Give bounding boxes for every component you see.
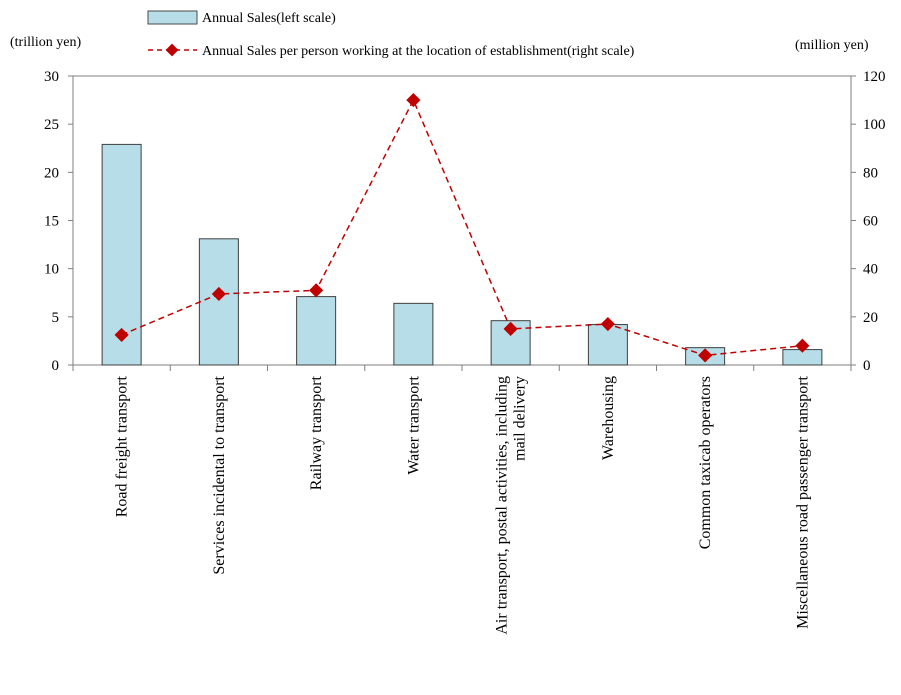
y-left-tick-label: 10 <box>44 262 59 278</box>
bar <box>198 238 239 366</box>
plot-area: 0 5 10 15 20 25 30 0 20 40 60 80 100 120 Road freight … <box>44 69 886 635</box>
y-right-tick-label: 120 <box>863 69 886 85</box>
y-right-tick-label: 40 <box>863 262 878 278</box>
line-point <box>698 348 713 363</box>
line-point <box>503 321 518 336</box>
y-axis-right-title: (million yen) <box>795 38 869 53</box>
x-tick-label: Miscellaneous road passenger transport <box>794 375 811 628</box>
legend-line-label: Annual Sales per person working at the l… <box>202 44 635 59</box>
legend-bar-swatch <box>147 10 198 25</box>
plot-frame <box>72 75 852 366</box>
y-axis-left-title: (trillion yen) <box>10 35 81 50</box>
line-point <box>211 286 226 302</box>
x-tick-label: Road freight transport <box>114 375 131 517</box>
y-left-tick-label: 20 <box>44 165 59 181</box>
legend-line-marker <box>165 43 179 57</box>
legend: Annual Sales(left scale) Annual Sales pe… <box>147 10 635 59</box>
x-tick-label: Services incidental to transport <box>211 375 228 574</box>
line-series-path <box>121 98 803 357</box>
line-point <box>600 316 615 332</box>
x-tick-label: Warehousing <box>600 376 617 460</box>
y-right-tick-label: 20 <box>863 310 878 326</box>
y-right-tick-label: 60 <box>863 214 878 230</box>
y-right-tick-label: 80 <box>863 165 878 181</box>
bar <box>296 296 337 366</box>
x-tick-label: Water transport <box>405 375 422 474</box>
legend-bar-label: Annual Sales(left scale) <box>202 11 336 26</box>
line-point <box>795 338 810 353</box>
y-left-tick-label: 30 <box>44 69 59 85</box>
y-right-tick-label: 0 <box>863 358 871 374</box>
line-point <box>406 93 421 108</box>
x-tick-label: mail delivery <box>512 376 529 461</box>
bar <box>393 302 434 366</box>
y-left-tick-label: 15 <box>44 214 59 230</box>
line-point <box>309 283 324 298</box>
x-tick-label: Common taxicab operators <box>697 376 714 549</box>
x-tick-label: Air transport, postal activities, includ… <box>494 376 511 635</box>
x-tick-label: Railway transport <box>308 375 325 490</box>
y-left-tick-label: 0 <box>52 358 60 374</box>
y-right-tick-label: 100 <box>863 117 886 133</box>
line-point <box>114 327 129 342</box>
y-left-tick-label: 5 <box>52 310 60 326</box>
bar <box>490 320 531 366</box>
y-left-tick-label: 25 <box>44 117 59 133</box>
